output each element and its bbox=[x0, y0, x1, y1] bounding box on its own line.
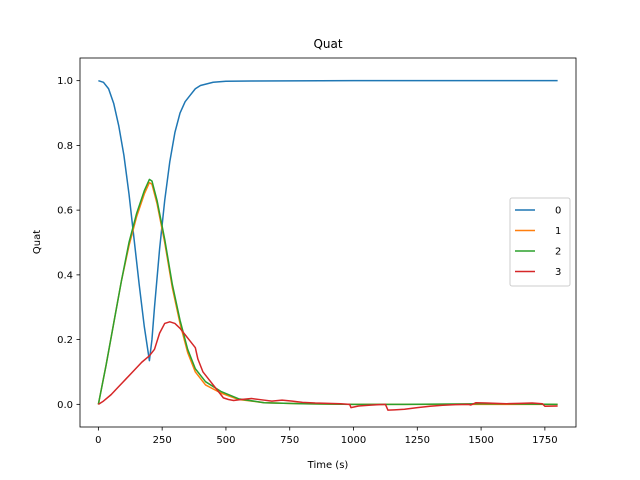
legend-box bbox=[509, 197, 571, 287]
legend-label-1: 1 bbox=[555, 226, 561, 237]
x-tick-label: 1500 bbox=[468, 435, 493, 446]
x-tick-label: 1000 bbox=[341, 435, 366, 446]
y-tick-label: 0.8 bbox=[57, 141, 73, 152]
y-tick-label: 0.4 bbox=[57, 270, 73, 281]
y-tick-label: 0.2 bbox=[57, 335, 73, 346]
y-tick-label: 0.0 bbox=[57, 400, 73, 411]
legend-label-0: 0 bbox=[555, 206, 561, 217]
y-axis-label: Quat bbox=[32, 230, 43, 254]
legend: 0 1 2 3 bbox=[509, 197, 571, 287]
series-layer bbox=[97, 79, 558, 411]
x-tick-label: 0 bbox=[95, 435, 101, 446]
x-tick-label: 250 bbox=[153, 435, 172, 446]
y-tick-label: 1.0 bbox=[57, 76, 73, 87]
legend-label-3: 3 bbox=[555, 267, 561, 278]
chart-title: Quat bbox=[313, 37, 342, 51]
y-tick-label: 0.6 bbox=[57, 206, 73, 217]
x-tick-label: 1750 bbox=[532, 435, 557, 446]
x-axis-ticks: 0 250 500 750 1000 1250 1500 1750 bbox=[95, 427, 558, 446]
plot-frame bbox=[79, 57, 577, 428]
x-tick-label: 1250 bbox=[405, 435, 430, 446]
x-tick-label: 750 bbox=[280, 435, 299, 446]
x-axis-label: Time (s) bbox=[307, 460, 349, 471]
y-axis-ticks: 0.0 0.2 0.4 0.6 0.8 1.0 bbox=[57, 76, 80, 411]
x-tick-label: 500 bbox=[216, 435, 235, 446]
legend-label-2: 2 bbox=[555, 247, 561, 258]
series-line-2 bbox=[97, 178, 558, 406]
series-line-3 bbox=[97, 321, 558, 411]
